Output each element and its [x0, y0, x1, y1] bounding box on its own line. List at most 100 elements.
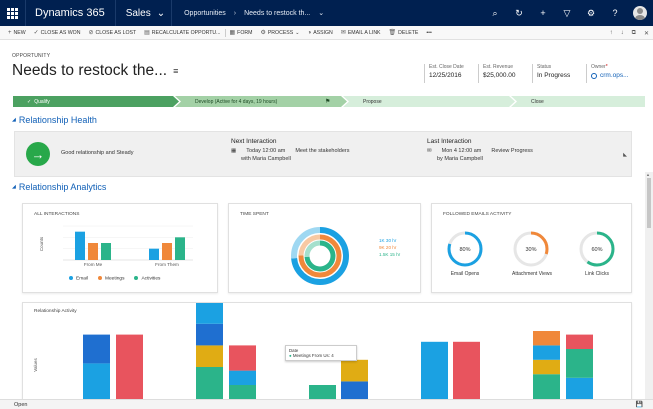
legend-meetings: 9K 20 hr	[379, 245, 397, 250]
activity-bar-segment[interactable]	[229, 345, 256, 371]
activity-bar-segment[interactable]	[533, 345, 560, 360]
recalculate-button[interactable]: ▤ RECALCULATE OPPORTU...	[140, 26, 224, 40]
est-revenue-field[interactable]: Est. Revenue $25,000.00	[478, 64, 532, 83]
next-interaction-row[interactable]: ▦ Today 12:00 am Meet the stakeholders	[231, 148, 349, 154]
owner-field[interactable]: Owner* crm.ops...	[586, 64, 640, 83]
bar-activities[interactable]	[101, 243, 111, 260]
close-as-won-button[interactable]: ✓ CLOSE AS WON	[30, 26, 85, 40]
activity-bar-segment[interactable]	[566, 349, 593, 378]
breadcrumb-current[interactable]: Needs to restock th...	[244, 9, 311, 17]
activity-bar-segment[interactable]	[116, 334, 143, 403]
delete-button[interactable]: 🗑 DELETE	[385, 26, 423, 40]
activity-bar-segment[interactable]	[533, 331, 560, 346]
email-link-button[interactable]: ✉ EMAIL A LINK	[337, 26, 385, 40]
form-selector-icon[interactable]: ≡	[173, 66, 179, 76]
activity-bar-segment[interactable]	[229, 370, 256, 385]
new-record-icon[interactable]: +	[540, 8, 546, 18]
activity-bar-segment[interactable]	[83, 363, 110, 403]
ring-percent: 80%	[459, 247, 470, 253]
expand-icon[interactable]: ◣	[623, 152, 627, 158]
activity-bar-segment[interactable]	[421, 341, 448, 403]
stage-develop[interactable]: Develop (Active for 4 days, 19 hours) ⚑	[175, 96, 347, 107]
calculator-icon: ▤	[144, 30, 150, 36]
ring-progress	[579, 231, 615, 267]
stage-label: Propose	[363, 98, 382, 105]
chart-tooltip: Date ● Meetings From Us: 4	[285, 345, 357, 361]
relationship-health-header[interactable]: ◢ Relationship Health	[12, 115, 97, 125]
scroll-thumb[interactable]	[647, 178, 651, 228]
activity-bar-segment[interactable]	[83, 334, 110, 364]
relationship-activity-chart: Values	[33, 303, 593, 403]
stage-propose[interactable]: Propose	[343, 96, 515, 107]
last-interaction: Last Interaction ✉ Mon 4 12:00 am Review P…	[427, 138, 533, 162]
bar-activities[interactable]	[175, 237, 185, 260]
collapse-icon: ◢	[12, 117, 16, 123]
close-icon[interactable]: ✕	[643, 30, 649, 37]
new-button[interactable]: + NEW	[4, 26, 30, 40]
legend-label: Meetings	[105, 276, 125, 282]
top-navigation-bar: Dynamics 365 Sales ⌄ Opportunities › Nee…	[0, 0, 653, 26]
activity-bar-segment[interactable]	[566, 334, 593, 349]
activity-bar-segment[interactable]	[341, 381, 368, 403]
activity-bar-segment[interactable]	[453, 341, 480, 403]
arrow-up-icon[interactable]: ↑	[609, 30, 613, 36]
check-icon: ✓	[27, 98, 32, 105]
close-as-lost-button[interactable]: ⊘ CLOSE AS LOST	[84, 26, 140, 40]
app-switcher[interactable]: Sales ⌄	[116, 0, 173, 26]
brand-title[interactable]: Dynamics 365	[26, 0, 116, 26]
popout-icon[interactable]: ⧉	[631, 29, 636, 36]
ring-meetings-bg	[298, 234, 342, 278]
chart-legend: Email Meetings Activities	[69, 276, 160, 281]
more-commands-icon[interactable]: •••	[426, 29, 432, 36]
activity-bar-segment[interactable]	[533, 374, 560, 403]
bar-email[interactable]	[149, 248, 159, 260]
bar-email[interactable]	[75, 231, 85, 260]
stage-qualify[interactable]: ✓ Qualify	[13, 96, 179, 107]
activity-bar-segment[interactable]	[341, 359, 368, 382]
last-interaction-title: Last Interaction	[427, 138, 472, 145]
calendar-icon: ▦	[231, 148, 237, 154]
y-axis-label: Counts	[39, 236, 44, 251]
arrow-down-icon[interactable]: ↓	[620, 30, 624, 36]
status-field[interactable]: Status In Progress	[532, 64, 586, 83]
form-button[interactable]: ▦ FORM	[226, 26, 257, 40]
activity-bar-segment[interactable]	[196, 323, 223, 346]
history-icon[interactable]: ↻	[515, 7, 523, 18]
activity-bar-segment[interactable]	[566, 377, 593, 403]
owner-link[interactable]: crm.ops...	[591, 72, 640, 79]
process-button[interactable]: ⚙ PROCESS ⌄	[256, 26, 303, 40]
scroll-up-icon[interactable]: ▲	[646, 172, 650, 177]
health-status: Good relationship and Steady	[61, 150, 134, 156]
save-icon[interactable]: 💾	[635, 402, 643, 408]
breadcrumb-opportunities[interactable]: Opportunities	[184, 9, 226, 17]
activity-bar-segment[interactable]	[533, 359, 560, 375]
activity-bar-segment[interactable]	[196, 345, 223, 367]
assign-button[interactable]: ◑ ASSIGN	[304, 26, 337, 40]
relationship-analytics-header[interactable]: ◢ Relationship Analytics	[12, 182, 106, 192]
avatar[interactable]	[633, 6, 647, 20]
chevron-down-icon[interactable]: ⌄	[318, 10, 325, 17]
activity-bar-segment[interactable]	[196, 367, 223, 403]
bar-meetings[interactable]	[88, 243, 98, 260]
ring-activities-bg	[304, 240, 336, 272]
activity-bar-segment[interactable]	[229, 385, 256, 403]
record-status: Open	[14, 401, 28, 408]
header-fields: Est. Close Date 12/25/2016 Est. Revenue $2…	[424, 64, 640, 83]
tooltip-text: Meetings From Us: 4	[292, 353, 334, 358]
help-icon[interactable]: ?	[612, 8, 618, 18]
assign-label: ASSIGN	[313, 29, 333, 36]
filter-icon[interactable]: ▽	[563, 7, 571, 18]
panel-title: FOLLOWED EMAILS ACTIVITY	[443, 212, 512, 217]
activity-bar-segment[interactable]	[309, 385, 336, 403]
stage-close[interactable]: Close	[511, 96, 645, 107]
activity-bar-segment[interactable]	[196, 303, 223, 324]
search-icon[interactable]: ⌕	[492, 7, 498, 18]
app-launcher-icon[interactable]	[0, 0, 26, 26]
last-interaction-row[interactable]: ✉ Mon 4 12:00 am Review Progress	[427, 148, 533, 154]
bar-meetings[interactable]	[162, 243, 172, 260]
vertical-scrollbar[interactable]: ▲	[645, 172, 653, 399]
settings-icon[interactable]: ⚙	[586, 7, 596, 18]
est-close-date-field[interactable]: Est. Close Date 12/25/2016	[424, 64, 478, 83]
all-interactions-panel: ALL INTERACTIONS Counts From Me From Them …	[22, 203, 218, 293]
email-link-label: EMAIL A LINK	[347, 29, 381, 36]
